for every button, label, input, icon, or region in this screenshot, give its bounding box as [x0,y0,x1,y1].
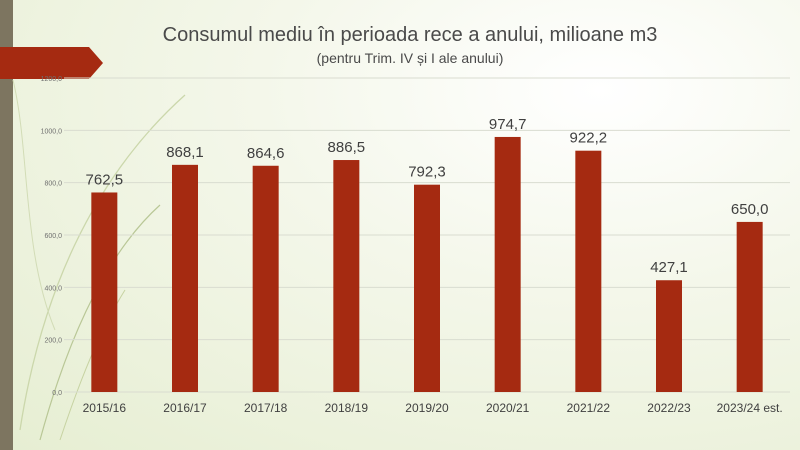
y-tick-label: 200,0 [44,338,62,345]
y-tick-label: 400,0 [44,285,62,292]
bar [172,164,198,392]
data-label: 974,7 [489,116,527,133]
x-tick-label: 2023/24 est. [717,401,783,415]
x-tick-label: 2018/19 [325,401,369,415]
bar [494,136,521,392]
x-tick-label: 2022/23 [647,401,691,415]
x-tick-label: 2016/17 [163,401,207,415]
bar [333,160,360,392]
data-label: 792,3 [408,164,446,181]
data-label: 650,0 [731,201,769,218]
x-tick-label: 2021/22 [567,401,611,415]
bar [575,150,602,392]
bar [736,221,763,392]
bar [414,184,440,392]
data-label: 864,6 [247,145,285,162]
x-tick-label: 2017/18 [244,401,288,415]
y-tick-label: 1000,0 [41,128,63,135]
y-tick-label: 0,0 [52,390,62,397]
y-tick-label: 1200,0 [41,76,63,83]
x-tick-label: 2019/20 [405,401,449,415]
data-label: 922,2 [570,130,608,147]
data-label: 868,1 [166,144,204,161]
x-tick-label: 2015/16 [83,401,127,415]
chart-title: Consumul mediu în perioada rece a anului… [162,24,658,46]
sidebar-stripe [0,0,13,450]
data-label: 427,1 [650,259,688,276]
y-tick-label: 800,0 [44,181,62,188]
bar [656,280,682,392]
chart-subtitle: (pentru Trim. IV și I ale anului) [316,50,504,66]
data-label: 762,5 [86,171,124,188]
bar [91,192,118,392]
x-tick-label: 2020/21 [486,401,530,415]
bar [252,165,279,392]
y-tick-label: 600,0 [44,233,62,240]
data-label: 886,5 [328,139,366,156]
title-banner [0,47,103,79]
